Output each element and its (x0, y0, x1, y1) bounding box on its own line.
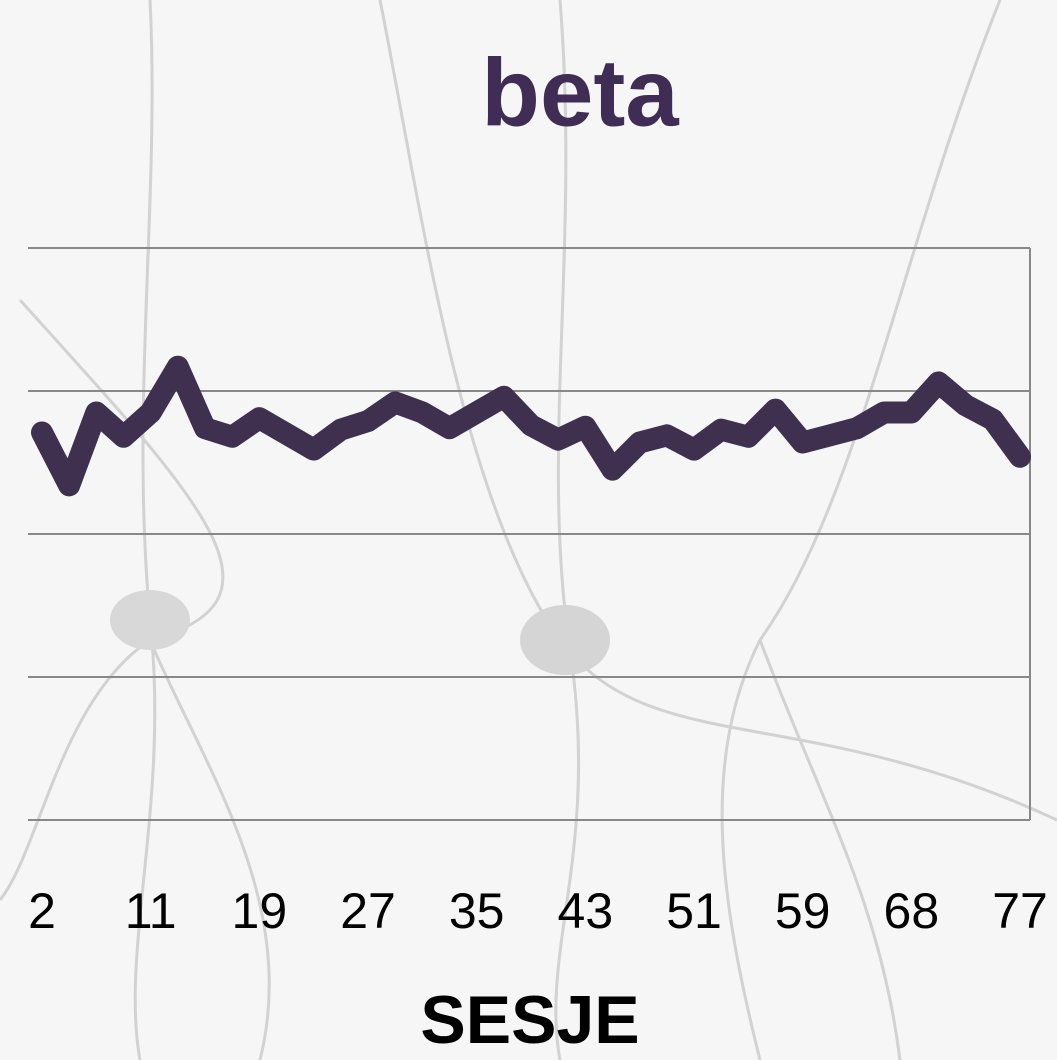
x-tick-label: 2 (28, 883, 56, 939)
x-tick-label: 68 (884, 883, 940, 939)
chart: beta SESJE 2 11 19 27 35 43 51 59 68 77 (0, 0, 1057, 1060)
page: beta SESJE 2111927354351596877 (() => { … (0, 0, 1057, 1060)
x-tick-label: 59 (775, 883, 831, 939)
chart-title: beta (481, 39, 679, 146)
x-tick-label: 11 (125, 883, 177, 939)
x-axis-title: SESJE (420, 982, 639, 1058)
x-tick-label: 27 (340, 883, 396, 939)
x-tick-label: 77 (992, 883, 1048, 939)
x-tick-label: 19 (232, 883, 288, 939)
x-tick-label: 51 (666, 883, 722, 939)
x-tick-label: 43 (558, 883, 614, 939)
x-tick-label: 35 (449, 883, 505, 939)
